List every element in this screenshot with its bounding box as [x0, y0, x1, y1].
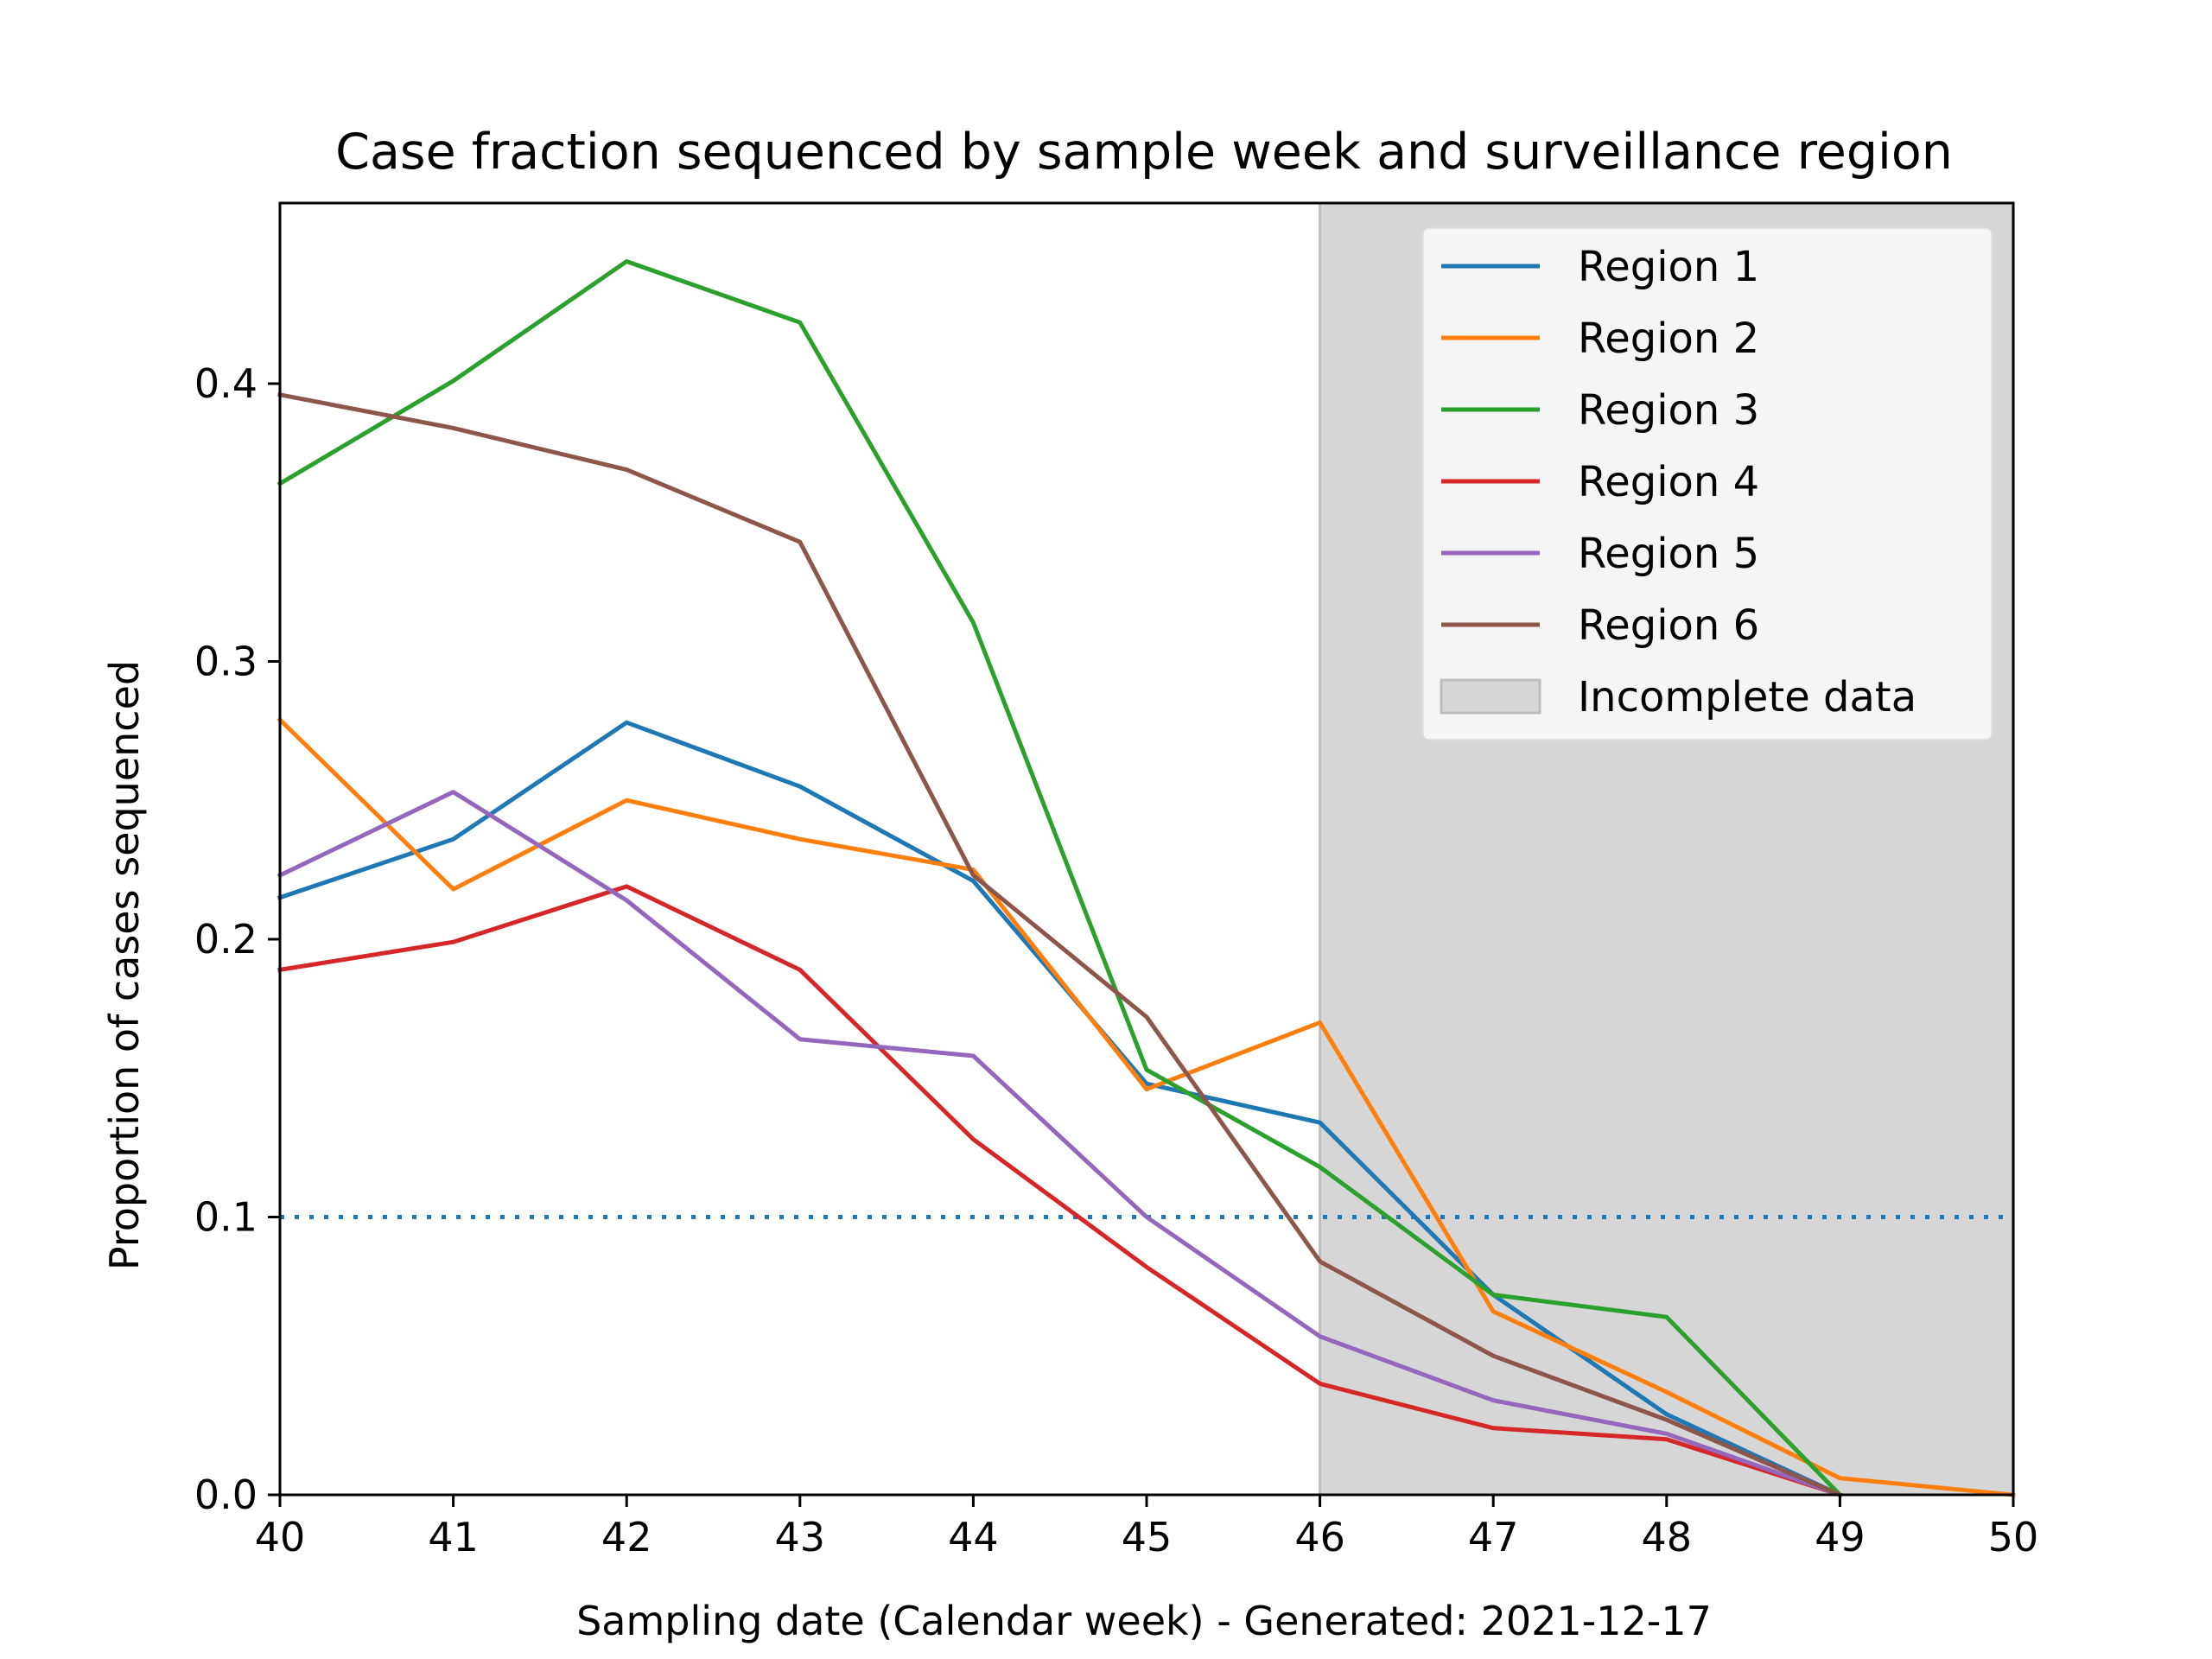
y-axis-label: Proportion of cases sequenced: [101, 660, 148, 1270]
legend: Region 1 Region 2 Region 3 Region 4 Region 5…: [1421, 226, 1994, 742]
x-tick-label: 46: [1294, 1514, 1345, 1560]
series-line-region-4: [277, 884, 1843, 1498]
y-tick-label: 0.2: [194, 916, 257, 963]
y-tick-label: 0.3: [194, 638, 257, 684]
x-tick-label: 43: [775, 1514, 826, 1560]
legend-label-region-4: Region 4: [1578, 458, 1759, 506]
y-tick-label: 0.4: [194, 360, 257, 407]
series-line-region-3: [276, 259, 1843, 1498]
x-tick-label: 47: [1468, 1514, 1519, 1560]
series-line-region-6: [277, 391, 1843, 1498]
chart-title: Case fraction sequenced by sample week a…: [335, 124, 1953, 181]
x-tick-label: 45: [1122, 1514, 1173, 1560]
legend-label-region-3: Region 3: [1578, 386, 1759, 435]
x-axis-label: Sampling date (Calendar week) - Generate…: [576, 1598, 1712, 1644]
legend-label-region-5: Region 5: [1578, 530, 1759, 578]
legend-swatch-incomplete: [1440, 678, 1541, 715]
legend-label-region-2: Region 2: [1578, 315, 1759, 363]
series-line-region-5: [276, 790, 1843, 1498]
series-line-region-2: [276, 716, 2016, 1497]
x-tick-label: 40: [255, 1514, 306, 1560]
legend-label-incomplete: Incomplete data: [1578, 673, 1916, 721]
x-tick-label: 49: [1815, 1514, 1866, 1560]
x-tick-label: 41: [428, 1514, 479, 1560]
x-tick-label: 48: [1642, 1514, 1693, 1560]
legend-label-region-1: Region 1: [1578, 243, 1759, 291]
x-tick-label: 44: [948, 1514, 999, 1560]
y-tick-label: 0.0: [194, 1471, 257, 1518]
legend-label-region-6: Region 6: [1578, 601, 1759, 650]
x-tick-label: 50: [1988, 1514, 2039, 1560]
y-tick-label: 0.1: [194, 1193, 257, 1240]
legend-box: [1421, 226, 1994, 742]
x-tick-label: 42: [601, 1514, 652, 1560]
